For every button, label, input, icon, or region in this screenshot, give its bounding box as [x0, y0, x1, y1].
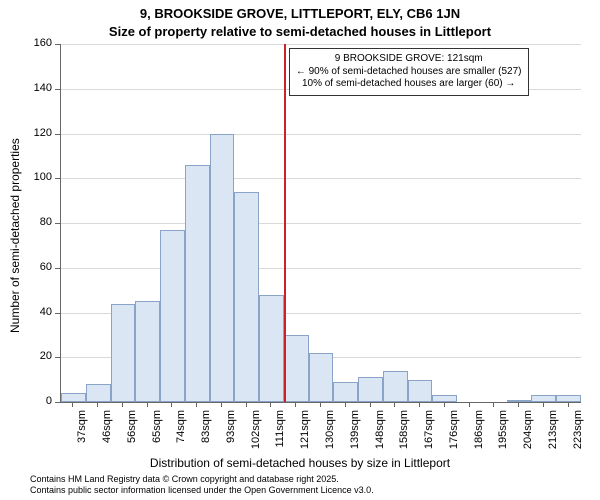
y-tick-mark — [55, 134, 60, 135]
marker-annotation: 9 BROOKSIDE GROVE: 121sqm← 90% of semi-d… — [289, 48, 529, 96]
x-axis-label: Distribution of semi-detached houses by … — [0, 456, 600, 470]
x-tick-label: 111sqm — [274, 410, 286, 450]
y-tick-mark — [55, 89, 60, 90]
x-tick-mark — [568, 402, 569, 407]
x-tick-mark — [147, 402, 148, 407]
x-tick-label: 46sqm — [101, 410, 113, 450]
x-tick-label: 186sqm — [473, 410, 485, 450]
y-tick-label: 120 — [22, 127, 52, 139]
histogram-bar — [383, 371, 408, 402]
annotation-line1: 9 BROOKSIDE GROVE: 121sqm — [296, 53, 522, 66]
histogram-bar — [408, 380, 433, 402]
y-tick-label: 0 — [22, 395, 52, 407]
x-tick-mark — [518, 402, 519, 407]
y-tick-mark — [55, 357, 60, 358]
histogram-bar — [556, 395, 581, 402]
x-tick-label: 158sqm — [398, 410, 410, 450]
x-tick-label: 167sqm — [423, 410, 435, 450]
y-tick-label: 80 — [22, 216, 52, 228]
histogram-bar — [160, 230, 185, 402]
x-tick-mark — [97, 402, 98, 407]
x-tick-label: 213sqm — [547, 410, 559, 450]
x-tick-label: 195sqm — [497, 410, 509, 450]
gridline — [61, 44, 581, 45]
x-tick-label: 102sqm — [250, 410, 262, 450]
x-tick-label: 204sqm — [522, 410, 534, 450]
y-axis-label: Number of semi-detached properties — [8, 138, 22, 333]
histogram-bar — [234, 192, 259, 402]
histogram-bar — [358, 377, 383, 402]
x-tick-mark — [419, 402, 420, 407]
y-tick-label: 160 — [22, 37, 52, 49]
x-tick-mark — [345, 402, 346, 407]
x-tick-label: 223sqm — [572, 410, 584, 450]
x-tick-label: 176sqm — [448, 410, 460, 450]
x-tick-mark — [270, 402, 271, 407]
gridline — [61, 134, 581, 135]
y-tick-label: 140 — [22, 82, 52, 94]
x-tick-mark — [295, 402, 296, 407]
x-tick-mark — [469, 402, 470, 407]
y-tick-mark — [55, 223, 60, 224]
histogram-bar — [284, 335, 309, 402]
chart-title-line2: Size of property relative to semi-detach… — [0, 24, 600, 39]
y-tick-label: 20 — [22, 350, 52, 362]
annotation-line2: ← 90% of semi-detached houses are smalle… — [296, 66, 522, 79]
x-tick-label: 130sqm — [324, 410, 336, 450]
histogram-bar — [86, 384, 111, 402]
x-tick-label: 83sqm — [200, 410, 212, 450]
histogram-bar — [309, 353, 334, 402]
x-tick-mark — [493, 402, 494, 407]
x-tick-mark — [320, 402, 321, 407]
x-tick-mark — [394, 402, 395, 407]
y-tick-label: 60 — [22, 261, 52, 273]
histogram-bar — [259, 295, 284, 402]
y-tick-mark — [55, 44, 60, 45]
x-tick-mark — [221, 402, 222, 407]
histogram-bar — [531, 395, 556, 402]
x-tick-label: 74sqm — [175, 410, 187, 450]
chart-title-line1: 9, BROOKSIDE GROVE, LITTLEPORT, ELY, CB6… — [0, 6, 600, 21]
histogram-bar — [432, 395, 457, 402]
gridline — [61, 223, 581, 224]
x-tick-mark — [543, 402, 544, 407]
x-tick-label: 37sqm — [76, 410, 88, 450]
x-tick-label: 139sqm — [349, 410, 361, 450]
histogram-bar — [111, 304, 136, 402]
x-tick-mark — [444, 402, 445, 407]
x-tick-mark — [196, 402, 197, 407]
histogram-bar — [61, 393, 86, 402]
y-tick-mark — [55, 402, 60, 403]
x-tick-mark — [72, 402, 73, 407]
x-tick-mark — [246, 402, 247, 407]
x-tick-label: 56sqm — [126, 410, 138, 450]
x-tick-label: 148sqm — [374, 410, 386, 450]
histogram-bar — [210, 134, 235, 403]
x-tick-mark — [370, 402, 371, 407]
chart-container: 9, BROOKSIDE GROVE, LITTLEPORT, ELY, CB6… — [0, 0, 600, 500]
footer-attribution: Contains HM Land Registry data © Crown c… — [30, 474, 374, 496]
gridline — [61, 178, 581, 179]
y-tick-mark — [55, 268, 60, 269]
x-tick-label: 93sqm — [225, 410, 237, 450]
y-tick-label: 100 — [22, 171, 52, 183]
histogram-bar — [333, 382, 358, 402]
footer-line2: Contains public sector information licen… — [30, 485, 374, 496]
gridline — [61, 268, 581, 269]
plot-area — [60, 44, 581, 403]
y-tick-label: 40 — [22, 306, 52, 318]
marker-line — [284, 44, 286, 402]
x-tick-mark — [171, 402, 172, 407]
histogram-bar — [135, 301, 160, 402]
footer-line1: Contains HM Land Registry data © Crown c… — [30, 474, 374, 485]
histogram-bar — [185, 165, 210, 402]
y-tick-mark — [55, 313, 60, 314]
x-tick-label: 121sqm — [299, 410, 311, 450]
x-tick-mark — [122, 402, 123, 407]
x-tick-label: 65sqm — [151, 410, 163, 450]
y-tick-mark — [55, 178, 60, 179]
annotation-line3: 10% of semi-detached houses are larger (… — [296, 78, 522, 91]
